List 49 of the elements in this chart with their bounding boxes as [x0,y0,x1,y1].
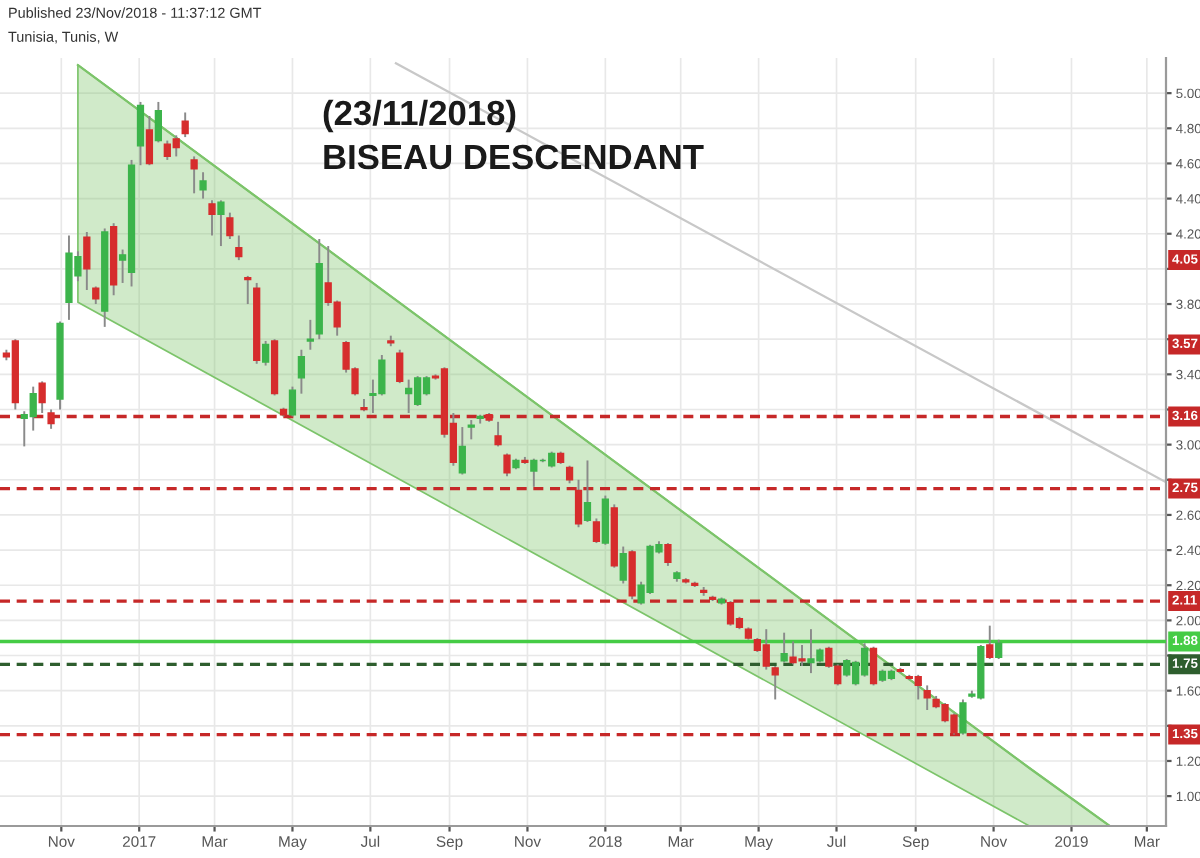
candlestick [244,274,252,306]
candlestick [235,234,243,262]
candlestick [288,385,297,418]
candlestick [914,673,922,701]
candlestick [574,478,583,529]
candlestick [628,549,636,601]
candlestick [199,171,207,200]
candlestick [413,375,422,407]
candlestick [503,452,511,478]
candlestick [136,100,145,167]
candlestick [217,199,225,248]
candlestick [262,339,270,367]
candlestick [145,115,154,167]
candlestick [780,631,788,664]
candlestick [467,419,475,441]
candlestick [297,348,306,395]
candlestick [494,420,502,448]
candlestick [995,638,1003,661]
text: BISEAU DESCENDANT [324,144,704,170]
candlestick [29,385,37,432]
candlestick [664,542,672,567]
candlestick [959,698,967,736]
candlestick [208,199,216,237]
candlestick [530,457,538,488]
candlestick [181,111,189,139]
candlestick [172,134,180,158]
candlestick [726,600,735,627]
candlestick [154,100,162,144]
candlestick [771,665,779,701]
candlestick [190,155,198,195]
candlestick [869,645,878,687]
candlestick [986,624,994,661]
text: (23/11/2018) [323,99,516,133]
candlestick [226,211,234,240]
candlestick [592,517,601,545]
candlestick [83,231,91,291]
candlestick [306,318,314,351]
candlestick [422,375,431,397]
candlestick [47,408,55,430]
candlestick [860,642,869,678]
candlestick [38,380,46,414]
candlestick [396,348,404,385]
candlestick [923,684,931,711]
candlestick [458,426,466,476]
candlestick [762,628,770,671]
candlestick [619,545,627,585]
candlestick [583,459,592,523]
candlestick [601,494,609,546]
candlestick [405,378,413,414]
